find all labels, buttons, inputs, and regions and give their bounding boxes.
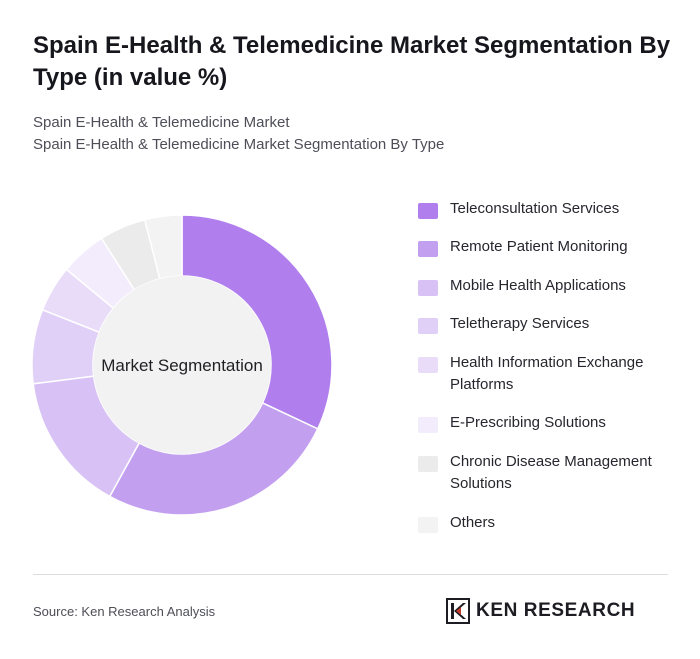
legend-label: E-Prescribing Solutions — [450, 414, 606, 431]
legend-item: Teleconsultation Services — [418, 198, 680, 220]
legend-swatch — [418, 357, 438, 373]
footer-divider — [33, 574, 668, 575]
donut-center-label: Market Segmentation — [101, 356, 263, 375]
legend-item: Chronic Disease Management Solutions — [418, 451, 680, 495]
subtitle-segmentation: Spain E-Health & Telemedicine Market Seg… — [33, 135, 445, 153]
legend-label: Remote Patient Monitoring — [450, 238, 628, 255]
chart-title: Spain E-Health & Telemedicine Market Seg… — [33, 32, 671, 91]
legend-label: Teletherapy Services — [450, 315, 590, 332]
legend-label: Teleconsultation Services — [450, 200, 620, 217]
legend-label: Mobile Health Applications — [450, 277, 626, 294]
legend-swatch — [418, 517, 438, 533]
legend-item: Remote Patient Monitoring — [418, 236, 680, 258]
legend-item: Teletherapy Services — [418, 313, 680, 335]
legend-label: Chronic Disease Management Solutions — [450, 453, 652, 492]
legend-item: Mobile Health Applications — [418, 275, 680, 297]
donut-center — [93, 276, 271, 454]
subtitle-market: Spain E-Health & Telemedicine Market — [33, 114, 290, 131]
subtitle-block: Spain E-Health & Telemedicine Market Spa… — [33, 112, 444, 155]
legend-swatch — [418, 456, 438, 472]
legend-swatch — [418, 203, 438, 219]
legend-label: Others — [450, 514, 496, 531]
legend-item: Others — [418, 512, 680, 534]
legend-swatch — [418, 318, 438, 334]
donut-slices — [31, 214, 333, 516]
legend-swatch — [418, 241, 438, 257]
ken-research-logo: KEN RESEARCH — [446, 598, 635, 624]
ken-research-logo-icon — [446, 598, 470, 624]
ken-research-logo-text: KEN RESEARCH — [476, 600, 636, 621]
legend-swatch — [418, 417, 438, 433]
legend-item: E-Prescribing Solutions — [418, 412, 680, 434]
source-note: Source: Ken Research Analysis — [33, 604, 216, 619]
donut-chart: Market Segmentation — [31, 214, 333, 516]
legend-label: Health Information Exchange Platforms — [450, 354, 644, 393]
legend-swatch — [418, 280, 438, 296]
legend-item: Health Information Exchange Platforms — [418, 352, 680, 396]
